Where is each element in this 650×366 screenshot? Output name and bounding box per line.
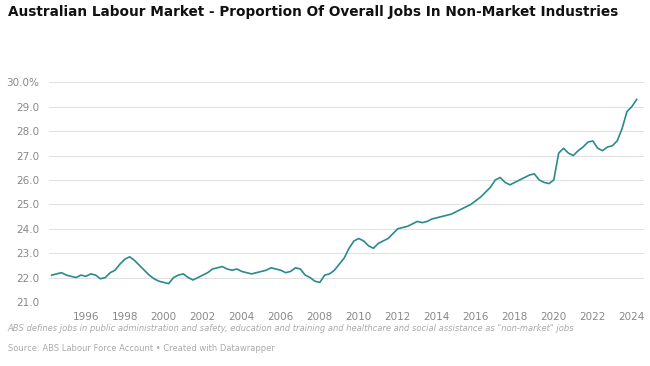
Text: Australian Labour Market - Proportion Of Overall Jobs In Non-Market Industries: Australian Labour Market - Proportion Of…	[8, 5, 618, 19]
Text: Source: ABS Labour Force Account • Created with Datawrapper: Source: ABS Labour Force Account • Creat…	[8, 344, 275, 353]
Text: ABS defines jobs in public administration and safety, education and training and: ABS defines jobs in public administratio…	[8, 324, 575, 333]
